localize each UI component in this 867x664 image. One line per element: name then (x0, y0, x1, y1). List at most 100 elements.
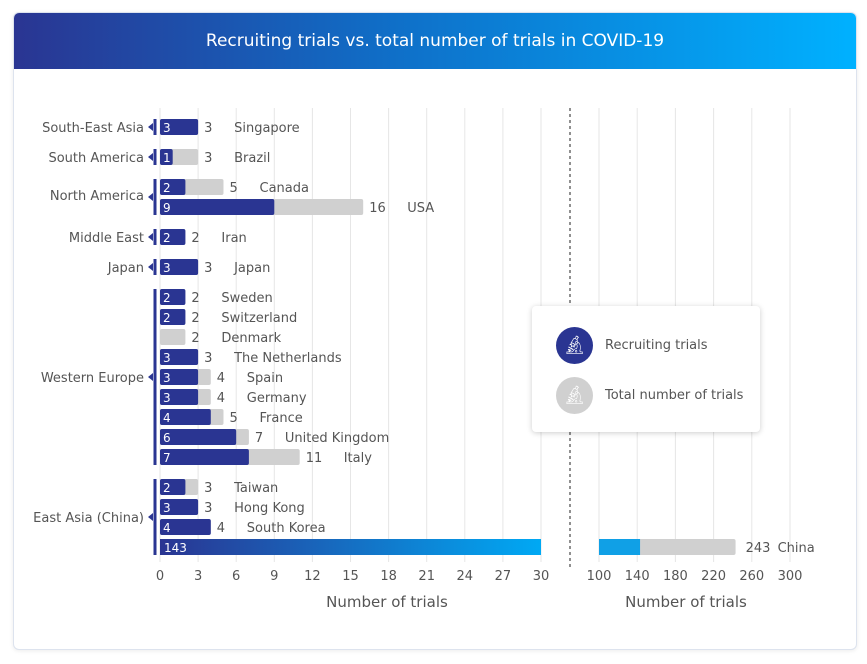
bar-value-total: 4 (217, 391, 225, 406)
bar-value-total: 5 (230, 411, 238, 426)
country-label: South Korea (247, 521, 326, 536)
bar-value-total: 3 (204, 121, 212, 136)
bar-value-recruiting: 9 (163, 201, 171, 215)
bar-value-total: 4 (217, 521, 225, 536)
country-label: The Netherlands (233, 351, 342, 366)
bar-value-total: 2 (191, 231, 199, 246)
region-bracket-arrow (148, 263, 153, 271)
x-tick-label: 220 (701, 569, 726, 584)
bar-recruiting (599, 539, 641, 555)
bar-value-recruiting: 2 (163, 291, 171, 305)
bar-recruiting (160, 369, 199, 385)
bar-recruiting (160, 499, 199, 515)
country-label: Hong Kong (234, 501, 305, 516)
bar-recruiting (160, 309, 186, 325)
x-tick-label: 6 (232, 569, 240, 584)
bar-value-total: 5 (230, 181, 238, 196)
bar-value-total: 7 (255, 431, 263, 446)
bar-recruiting (160, 199, 275, 215)
bar-recruiting (160, 149, 173, 165)
bar-value-total: 3 (204, 351, 212, 366)
bar-total (160, 329, 186, 345)
country-label: France (260, 411, 303, 426)
bar-value-recruiting: 1 (163, 151, 171, 165)
country-label: Switzerland (221, 311, 297, 326)
region-bracket-arrow (148, 193, 153, 201)
bar-value-recruiting: 3 (163, 261, 171, 275)
bar-recruiting (160, 289, 186, 305)
x-tick-label: 18 (380, 569, 397, 584)
bar-value-total: 3 (204, 501, 212, 516)
x-tick-label: 21 (418, 569, 435, 584)
bar-value-total: 2 (191, 331, 199, 346)
bar-value-recruiting: 4 (163, 411, 171, 425)
x-tick-label: 180 (663, 569, 688, 584)
x-tick-label: 15 (342, 569, 359, 584)
region-bracket-arrow (148, 373, 153, 381)
x-tick-label: 0 (156, 569, 164, 584)
bar-recruiting (160, 389, 199, 405)
microscope-icon: 🔬︎ (556, 377, 593, 414)
bar-value-recruiting: 2 (163, 481, 171, 495)
country-label: Iran (221, 231, 246, 246)
legend-item-total: 🔬︎ Total number of trials (556, 377, 743, 414)
country-label: Germany (247, 391, 307, 406)
x-tick-label: 9 (270, 569, 278, 584)
x-tick-label: 100 (587, 569, 612, 584)
country-label: Spain (247, 371, 283, 386)
region-label: South-East Asia (42, 121, 144, 136)
bar-value-recruiting: 3 (163, 391, 171, 405)
bar-recruiting (160, 479, 186, 495)
country-label: Sweden (221, 291, 272, 306)
bar-value-recruiting: 4 (163, 521, 171, 535)
bar-value-total: 3 (204, 261, 212, 276)
region-label: Middle East (69, 231, 144, 246)
x-tick-label: 300 (778, 569, 803, 584)
country-label: Singapore (234, 121, 300, 136)
region-label: North America (50, 189, 144, 204)
bar-recruiting (160, 409, 211, 425)
bar-recruiting (160, 229, 186, 245)
region-bracket-arrow (148, 513, 153, 521)
bar-value-total: 3 (204, 481, 212, 496)
bar-recruiting (160, 429, 237, 445)
bar-value-recruiting: 6 (163, 431, 171, 445)
bar-value-recruiting: 7 (163, 451, 171, 465)
bar-recruiting (160, 259, 199, 275)
x-axis-label-right: Number of trials (625, 593, 747, 611)
bar-value-total: 4 (217, 371, 225, 386)
region-bracket-arrow (148, 233, 153, 241)
legend-label: Total number of trials (605, 388, 744, 403)
country-label: Italy (344, 451, 373, 466)
bar-value-recruiting: 2 (163, 311, 171, 325)
country-label: Japan (233, 261, 270, 276)
legend-label: Recruiting trials (605, 338, 708, 353)
country-label: Taiwan (233, 481, 278, 496)
bar-recruiting (160, 119, 199, 135)
chart-title: Recruiting trials vs. total number of tr… (14, 13, 856, 69)
region-label: Japan (107, 261, 144, 276)
country-label: Brazil (234, 151, 270, 166)
x-tick-label: 24 (457, 569, 474, 584)
microscope-icon: 🔬︎ (556, 327, 593, 364)
x-tick-label: 12 (304, 569, 321, 584)
x-tick-label: 140 (625, 569, 650, 584)
bar-recruiting (160, 449, 249, 465)
x-tick-label: 27 (495, 569, 512, 584)
x-tick-label: 30 (533, 569, 550, 584)
region-bracket-arrow (148, 123, 153, 131)
country-label: Canada (260, 181, 309, 196)
bar-recruiting (160, 539, 541, 555)
bar-value-recruiting: 3 (163, 351, 171, 365)
bar-value-recruiting: 143 (164, 541, 187, 555)
region-label: Western Europe (41, 371, 144, 386)
legend-item-recruiting: 🔬︎ Recruiting trials (556, 327, 708, 364)
x-tick-label: 260 (739, 569, 764, 584)
bar-value-total: 11 (306, 451, 323, 466)
bar-recruiting (160, 349, 199, 365)
bar-recruiting (160, 519, 211, 535)
bar-value-total: 2 (191, 291, 199, 306)
bar-value-recruiting: 2 (163, 231, 171, 245)
bar-value-recruiting: 3 (163, 371, 171, 385)
